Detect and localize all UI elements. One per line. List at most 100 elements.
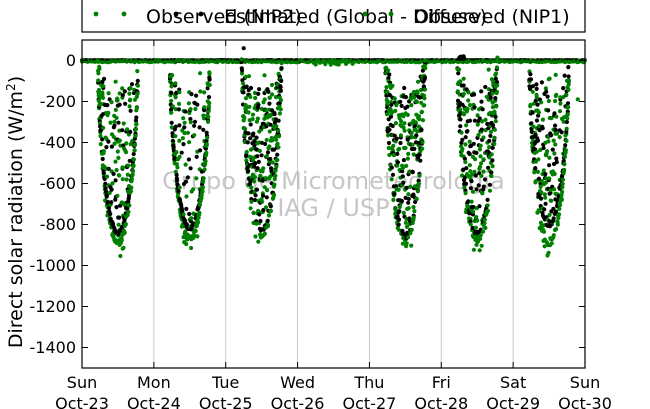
point-estimated xyxy=(394,136,399,141)
point-estimated xyxy=(169,90,174,96)
point-observed xyxy=(539,100,544,105)
point-estimated xyxy=(133,118,139,123)
point-observed xyxy=(566,78,572,83)
y-tick-label: -600 xyxy=(40,174,76,193)
point-estimated xyxy=(528,72,533,77)
point-estimated xyxy=(120,93,125,98)
point-observed xyxy=(476,132,481,138)
point-estimated xyxy=(176,189,181,194)
point-observed xyxy=(202,105,207,110)
point-estimated xyxy=(386,140,392,146)
point-estimated xyxy=(206,95,212,100)
point-observed xyxy=(207,70,212,75)
point-observed xyxy=(404,224,409,229)
point-observed xyxy=(117,173,122,178)
x-tick-label-day: Sat xyxy=(500,373,526,392)
point-observed xyxy=(262,185,267,190)
point-observed xyxy=(129,185,134,190)
point-observed xyxy=(189,216,194,221)
point-estimated xyxy=(472,105,477,110)
point-observed xyxy=(169,110,174,115)
point-observed xyxy=(552,151,557,156)
point-estimated xyxy=(533,98,538,103)
x-tick-label-day: Wed xyxy=(280,373,315,392)
point-estimated xyxy=(419,127,424,132)
point-observed xyxy=(112,119,117,124)
point-estimated xyxy=(197,125,202,130)
legend: Observed (NIP2)Estimated (Global - Diffu… xyxy=(81,0,586,33)
point-observed xyxy=(181,116,186,121)
point-observed xyxy=(96,87,102,93)
point-estimated xyxy=(123,101,128,106)
point-observed xyxy=(260,199,265,204)
point-observed xyxy=(419,109,424,114)
point-observed xyxy=(131,157,136,162)
point-estimated xyxy=(542,207,547,212)
point-observed xyxy=(541,168,546,173)
point-observed xyxy=(133,133,138,138)
point-observed xyxy=(413,120,418,125)
point-observed xyxy=(385,112,390,117)
point-estimated xyxy=(395,160,400,165)
point-observed xyxy=(193,106,198,112)
point-estimated xyxy=(417,152,422,157)
point-observed xyxy=(472,169,477,174)
point-observed xyxy=(336,59,341,65)
point-observed xyxy=(243,126,248,131)
point-estimated xyxy=(565,101,571,106)
point-estimated xyxy=(485,197,490,202)
point-observed xyxy=(415,79,421,84)
point-observed xyxy=(173,95,178,100)
point-estimated xyxy=(253,193,258,198)
point-observed xyxy=(266,223,271,228)
point-estimated xyxy=(406,196,411,201)
point-observed xyxy=(115,98,120,103)
point-estimated xyxy=(396,217,402,222)
point-observed xyxy=(170,104,175,109)
point-observed xyxy=(560,189,565,194)
point-observed xyxy=(542,192,547,197)
point-estimated xyxy=(547,163,552,168)
point-estimated xyxy=(104,145,109,150)
point-observed xyxy=(535,169,541,174)
point-observed xyxy=(415,189,420,194)
point-observed xyxy=(412,209,417,214)
point-estimated xyxy=(100,156,105,162)
point-observed xyxy=(183,162,188,167)
point-estimated xyxy=(122,89,127,94)
point-estimated xyxy=(171,145,176,150)
point-observed xyxy=(272,177,277,182)
point-observed xyxy=(104,174,110,179)
point-observed xyxy=(408,184,413,189)
point-observed xyxy=(106,91,111,96)
point-estimated xyxy=(490,123,496,128)
point-observed xyxy=(128,86,133,91)
point-estimated xyxy=(483,84,488,90)
point-observed xyxy=(257,148,262,153)
point-observed xyxy=(317,60,322,65)
point-estimated xyxy=(183,109,188,114)
point-estimated xyxy=(479,127,484,132)
point-estimated xyxy=(388,114,394,119)
point-observed xyxy=(192,133,197,138)
point-observed xyxy=(198,89,203,94)
point-observed xyxy=(120,165,125,170)
point-observed xyxy=(125,172,130,177)
point-observed xyxy=(173,107,178,112)
point-observed xyxy=(549,198,554,203)
point-observed xyxy=(465,106,470,111)
point-estimated xyxy=(551,206,556,211)
point-estimated xyxy=(192,123,197,128)
point-observed xyxy=(184,241,189,247)
point-observed xyxy=(130,169,136,174)
x-tick-label-day: Sun xyxy=(67,373,97,392)
point-observed xyxy=(475,218,480,223)
point-observed xyxy=(122,230,127,235)
point-observed xyxy=(490,164,495,169)
point-estimated xyxy=(194,93,199,98)
point-observed xyxy=(528,102,533,107)
point-observed xyxy=(565,112,571,117)
point-estimated xyxy=(254,187,260,192)
point-estimated xyxy=(189,92,194,97)
